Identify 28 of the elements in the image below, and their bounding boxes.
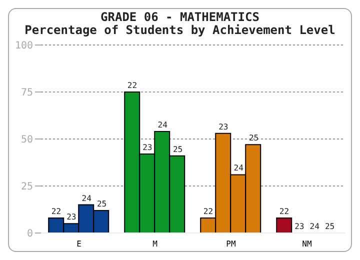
text: 23 xyxy=(294,222,304,231)
bar xyxy=(276,217,292,233)
x-tick-label: PM xyxy=(226,240,236,249)
y-tick-label: 25 xyxy=(20,182,33,193)
y-tick-label: 0 xyxy=(26,228,33,240)
series-label: 22 xyxy=(51,206,62,216)
text: 24 xyxy=(310,222,320,231)
y-tick-label: 50 xyxy=(20,134,33,146)
x-tick-label: NM xyxy=(302,240,312,249)
text: 23 xyxy=(218,122,228,132)
series-label: 24 xyxy=(82,194,92,203)
chart-subtitle: Percentage of Students by Achievement Level xyxy=(24,23,336,37)
x-tick-label: E xyxy=(76,240,82,249)
text: 22 xyxy=(127,81,138,90)
x-tick-label: M xyxy=(152,240,158,249)
text: 25 xyxy=(324,222,335,231)
text: 24 xyxy=(158,120,168,130)
text: 24 xyxy=(234,164,244,173)
text: 22 xyxy=(203,206,214,216)
text: 22 xyxy=(279,206,290,216)
series-label: 25 xyxy=(96,199,107,208)
text: 25 xyxy=(172,144,183,154)
text: 23 xyxy=(142,143,152,152)
series-label: 23 xyxy=(66,212,76,222)
y-tick-label: 75 xyxy=(20,88,33,99)
text: 25 xyxy=(248,134,259,143)
y-tick-label: 100 xyxy=(14,40,33,52)
chart-title: GRADE 06 - MATHEMATICS xyxy=(100,10,260,24)
